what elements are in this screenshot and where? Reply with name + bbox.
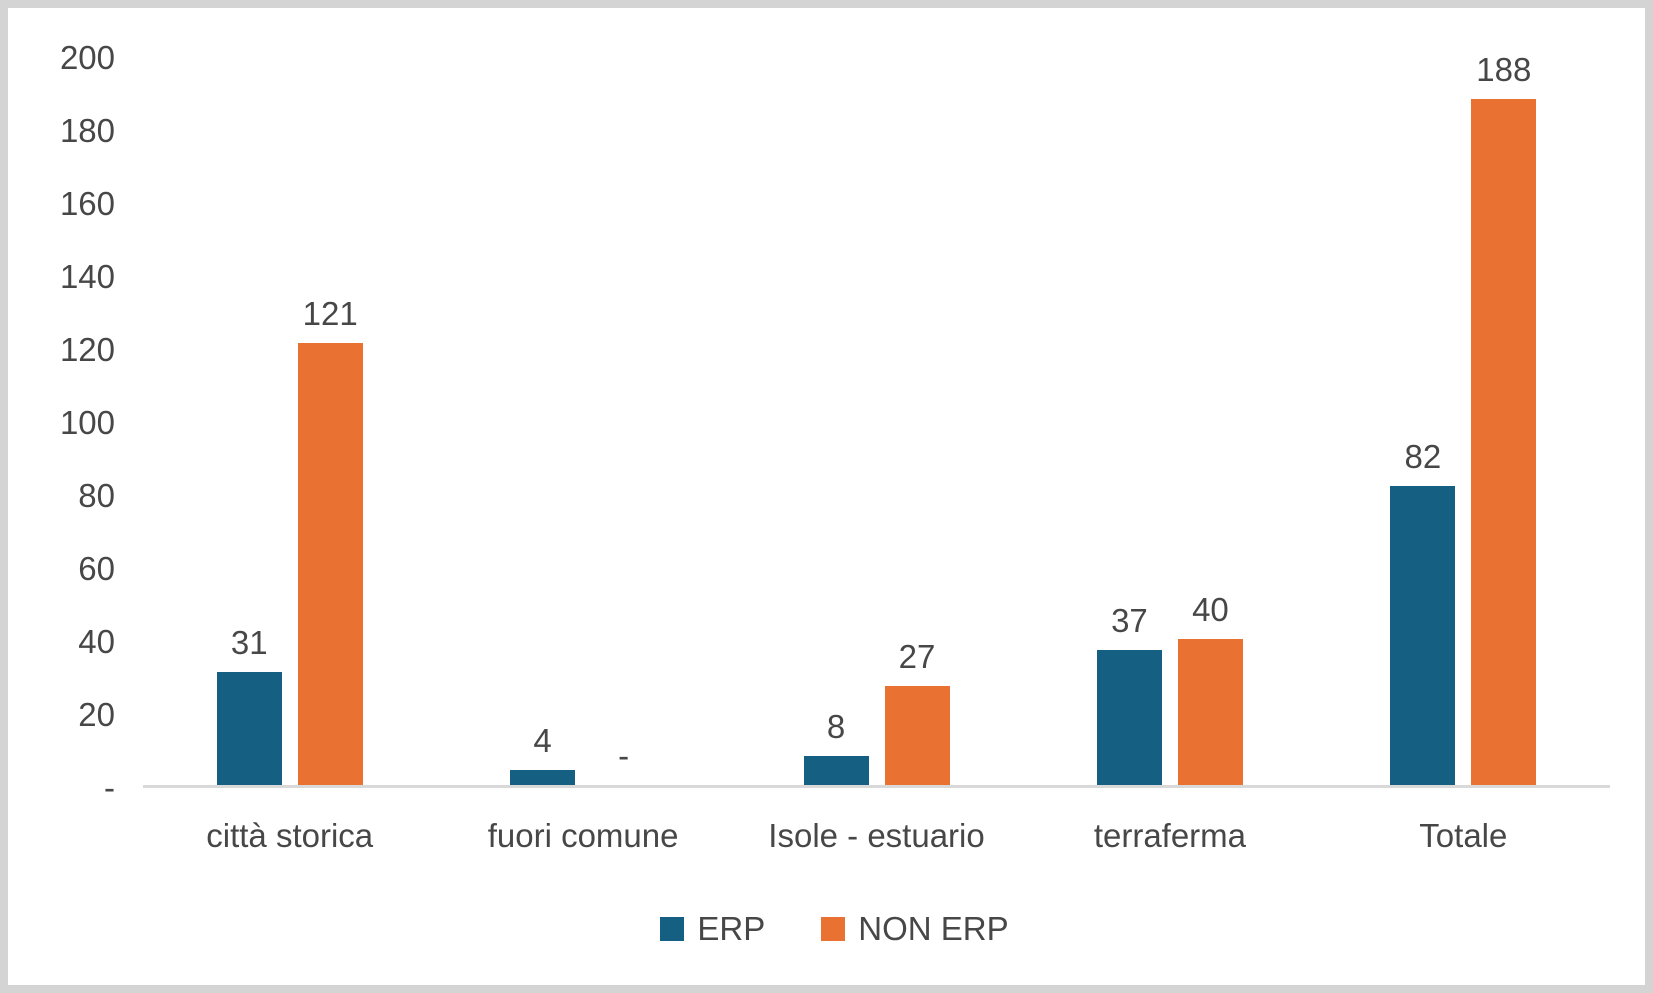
y-axis-tick-label: 140 <box>59 258 115 295</box>
x-axis-labels: città storica fuori comune Isole - estuari… <box>143 814 1610 858</box>
legend-swatch-icon <box>660 917 685 941</box>
bar-data-label: 31 <box>230 623 268 661</box>
bar-data-label: 121 <box>302 295 358 333</box>
bar-erp <box>1390 485 1456 785</box>
bar-non-erp <box>297 343 363 785</box>
bar-wrap: 82 <box>1390 437 1456 785</box>
bar-wrap: 8 <box>803 707 869 785</box>
bar-data-label: 188 <box>1476 50 1532 88</box>
legend-swatch-icon <box>821 917 846 941</box>
y-axis-tick-label: - <box>104 769 115 806</box>
bar-wrap: 121 <box>297 294 363 785</box>
x-axis-category-label: fuori comune <box>487 817 679 854</box>
bar-erp <box>216 671 282 785</box>
bar-group: 82 188 <box>1317 51 1610 785</box>
bars-row: 31 121 4-8 27 37 40 82 188 <box>143 51 1610 785</box>
bar-data-label: 8 <box>826 707 846 745</box>
bar-data-label: - <box>618 737 630 774</box>
bar-group: 31 121 <box>143 58 436 785</box>
x-axis-category-label: terraferma <box>1093 817 1247 854</box>
y-axis-tick-label: 100 <box>59 404 115 441</box>
bar-data-label: 82 <box>1404 437 1442 475</box>
y-axis-tick-label: 40 <box>78 623 115 660</box>
bar-wrap: 4 <box>510 721 576 785</box>
x-axis-category-label: Totale <box>1419 817 1508 854</box>
bar-data-label: 4 <box>533 722 552 760</box>
bar-non-erp <box>1471 98 1537 785</box>
x-axis-category-label: città storica <box>206 817 374 854</box>
bar-erp <box>803 755 869 785</box>
bar-wrap: 37 <box>1096 601 1162 785</box>
bar-wrap: - <box>591 736 656 785</box>
bar-group: 8 27 <box>730 58 1023 785</box>
bar-erp <box>1096 649 1162 785</box>
bar-wrap: 31 <box>216 623 282 785</box>
bar-group: 37 40 <box>1023 58 1316 785</box>
bar-wrap: 188 <box>1471 50 1537 785</box>
y-axis-tick-label: 120 <box>59 331 115 368</box>
y-axis-tick-label: 20 <box>78 696 115 733</box>
legend: ERP NON ERP <box>8 908 1645 950</box>
y-axis-tick-label: 60 <box>78 550 115 587</box>
legend-label: NON ERP <box>858 910 1009 947</box>
bar-data-label: 40 <box>1192 591 1229 628</box>
bar-data-label: 37 <box>1111 601 1148 639</box>
legend-label: ERP <box>697 910 766 947</box>
bar-wrap: 27 <box>884 637 950 785</box>
bar-data-label: 27 <box>898 638 936 676</box>
y-axis-tick-label: 160 <box>59 185 115 222</box>
bar-erp <box>510 770 576 785</box>
y-axis-tick-label: 180 <box>59 112 115 149</box>
y-axis-tick-label: 80 <box>78 477 115 514</box>
bar-wrap: 40 <box>1177 590 1243 785</box>
x-axis-category-label: Isole - estuario <box>768 817 985 854</box>
bar-group: 4- <box>436 58 729 785</box>
legend-item: NON ERP <box>821 908 1009 950</box>
plot-area: 31 121 4-8 27 37 40 82 188 <box>143 51 1610 788</box>
y-axis-tick-label: 200 <box>59 39 115 76</box>
legend-item: ERP <box>660 908 765 950</box>
bar-non-erp <box>884 686 950 785</box>
bar-non-erp <box>1177 639 1243 785</box>
